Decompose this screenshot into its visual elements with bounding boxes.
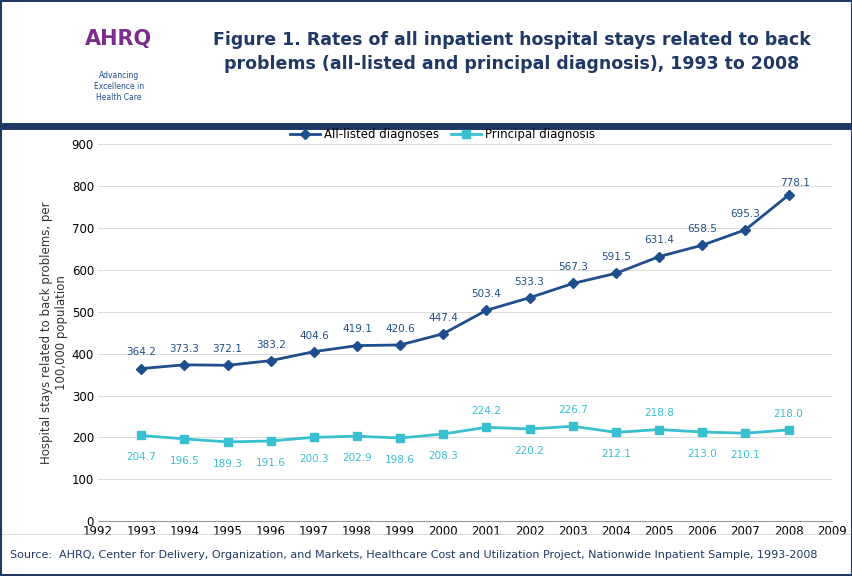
- Text: 591.5: 591.5: [601, 252, 630, 262]
- Text: 198.6: 198.6: [385, 454, 415, 465]
- Text: 196.5: 196.5: [170, 456, 199, 465]
- Text: 220.2: 220.2: [514, 446, 544, 456]
- Text: 218.0: 218.0: [773, 409, 803, 419]
- Text: Figure 1. Rates of all inpatient hospital stays related to back
problems (all-li: Figure 1. Rates of all inpatient hospita…: [213, 31, 809, 73]
- Text: 208.3: 208.3: [428, 450, 458, 461]
- Text: 533.3: 533.3: [514, 276, 544, 287]
- Text: 372.1: 372.1: [212, 344, 242, 354]
- Text: 202.9: 202.9: [342, 453, 371, 463]
- Text: 383.2: 383.2: [256, 339, 285, 350]
- Text: 404.6: 404.6: [299, 331, 328, 340]
- Text: Advancing
Excellence in
Health Care: Advancing Excellence in Health Care: [94, 71, 144, 102]
- Y-axis label: Hospital stays related to back problems, per
100,000 population: Hospital stays related to back problems,…: [39, 202, 67, 464]
- Text: 447.4: 447.4: [428, 313, 458, 323]
- Text: 189.3: 189.3: [212, 458, 242, 469]
- Text: 191.6: 191.6: [256, 457, 285, 468]
- Text: 364.2: 364.2: [126, 347, 156, 358]
- Text: 503.4: 503.4: [471, 289, 501, 299]
- Text: 419.1: 419.1: [342, 324, 371, 335]
- Text: 🦅: 🦅: [32, 53, 48, 77]
- Text: 212.1: 212.1: [601, 449, 630, 459]
- Text: 210.1: 210.1: [729, 450, 759, 460]
- Text: 373.3: 373.3: [170, 344, 199, 354]
- Text: 204.7: 204.7: [126, 452, 156, 462]
- Text: 213.0: 213.0: [687, 449, 717, 458]
- Text: 420.6: 420.6: [385, 324, 415, 334]
- Text: 631.4: 631.4: [643, 236, 673, 245]
- Text: 226.7: 226.7: [557, 405, 587, 415]
- Text: 778.1: 778.1: [780, 178, 809, 188]
- Text: 200.3: 200.3: [299, 454, 328, 464]
- Text: 224.2: 224.2: [471, 406, 501, 416]
- Text: Source:  AHRQ, Center for Delivery, Organization, and Markets, Healthcare Cost a: Source: AHRQ, Center for Delivery, Organ…: [10, 550, 817, 560]
- Text: 567.3: 567.3: [557, 262, 587, 272]
- Text: AHRQ: AHRQ: [85, 29, 153, 49]
- Text: 218.8: 218.8: [643, 408, 673, 418]
- Legend: All-listed diagnoses, Principal diagnosis: All-listed diagnoses, Principal diagnosi…: [285, 123, 600, 146]
- Text: 658.5: 658.5: [687, 224, 717, 234]
- Text: 695.3: 695.3: [729, 209, 759, 219]
